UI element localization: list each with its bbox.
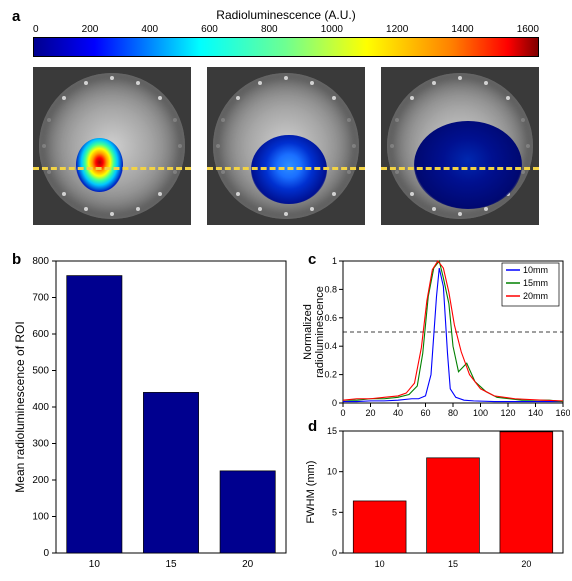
- svg-text:1: 1: [332, 256, 337, 266]
- svg-text:15: 15: [448, 559, 458, 569]
- svg-text:700: 700: [32, 293, 49, 304]
- svg-text:0: 0: [43, 548, 49, 559]
- line-chart-c: 0 20 40 60 80 100 120 140 160 0 0.2 0.4 0.6 0.8 1 Norma…: [298, 253, 570, 423]
- colorbar-ticks: 0 200 400 600 800 1000 1200 1400 1600: [8, 24, 564, 35]
- colorbar: [33, 37, 539, 57]
- svg-text:0.4: 0.4: [324, 341, 337, 351]
- svg-text:0.2: 0.2: [324, 370, 337, 380]
- colorbar-tick: 800: [261, 24, 278, 35]
- colorbar-tick: 400: [141, 24, 158, 35]
- svg-text:Mean radioluminescence of ROI: Mean radioluminescence of ROI: [13, 321, 27, 492]
- panel-a: a Radioluminescence (A.U.) 0 200 400 600 800…: [8, 8, 564, 253]
- svg-text:10: 10: [89, 559, 101, 570]
- bar: [500, 432, 553, 553]
- colorbar-tick: 600: [201, 24, 218, 35]
- profile-line: [207, 167, 365, 170]
- colorbar-tick: 1600: [517, 24, 539, 35]
- svg-text:800: 800: [32, 256, 49, 267]
- bar: [220, 471, 275, 553]
- colorbar-tick: 1400: [451, 24, 473, 35]
- svg-text:20: 20: [521, 559, 531, 569]
- svg-text:100: 100: [473, 408, 488, 418]
- figure: a Radioluminescence (A.U.) 0200400600800…: [8, 8, 564, 573]
- svg-text:120: 120: [500, 408, 515, 418]
- bar: [353, 501, 406, 553]
- colorbar-title: Radioluminescence (A.U.): [8, 8, 564, 22]
- colorbar-tick: 0: [33, 24, 39, 35]
- svg-text:radioluminescence: radioluminescence: [314, 286, 326, 378]
- luminescence-blob: [414, 121, 521, 209]
- svg-text:100: 100: [32, 512, 49, 523]
- svg-text:160: 160: [555, 408, 570, 418]
- colorbar-tick: 200: [82, 24, 99, 35]
- svg-text:20mm: 20mm: [523, 291, 548, 301]
- svg-text:15mm: 15mm: [523, 278, 548, 288]
- bar: [143, 392, 198, 553]
- svg-text:500: 500: [32, 366, 49, 377]
- svg-text:10: 10: [375, 559, 385, 569]
- svg-text:20: 20: [365, 408, 375, 418]
- svg-text:80: 80: [448, 408, 458, 418]
- bar: [67, 276, 122, 553]
- profile-line: [33, 167, 191, 170]
- lower-panels: b c d 0100200300400500600700800101520Mea…: [8, 253, 564, 573]
- svg-text:140: 140: [528, 408, 543, 418]
- svg-text:15: 15: [165, 559, 177, 570]
- svg-text:20: 20: [242, 559, 254, 570]
- svg-text:15: 15: [327, 426, 337, 436]
- dish-row: [8, 67, 564, 225]
- svg-text:300: 300: [32, 439, 49, 450]
- svg-text:FWHM (mm): FWHM (mm): [305, 461, 317, 524]
- svg-text:10mm: 10mm: [523, 265, 548, 275]
- svg-text:200: 200: [32, 475, 49, 486]
- svg-text:0: 0: [340, 408, 345, 418]
- bar: [427, 458, 480, 553]
- svg-text:60: 60: [420, 408, 430, 418]
- svg-text:0.8: 0.8: [324, 284, 337, 294]
- luminescence-blob: [76, 138, 123, 192]
- svg-text:400: 400: [32, 402, 49, 413]
- svg-text:600: 600: [32, 329, 49, 340]
- colorbar-tick: 1200: [386, 24, 408, 35]
- colorbar-tick: 1000: [321, 24, 343, 35]
- dish-image: [381, 67, 539, 225]
- bar-chart-d: 0 5 10 15 10 15 20 FWHM (mm): [298, 423, 570, 573]
- svg-text:0: 0: [332, 548, 337, 558]
- svg-text:Normalized: Normalized: [302, 304, 314, 360]
- svg-text:0.6: 0.6: [324, 313, 337, 323]
- svg-text:0: 0: [332, 398, 337, 408]
- panel-a-label: a: [12, 8, 20, 25]
- svg-text:10: 10: [327, 467, 337, 477]
- svg-text:40: 40: [393, 408, 403, 418]
- svg-text:5: 5: [332, 507, 337, 517]
- bar-chart-b: 0 100 200 300 400 500 600 700 800 10 15 20 Mean radi…: [8, 253, 293, 573]
- dish-image: [207, 67, 365, 225]
- dish-image: [33, 67, 191, 225]
- profile-line: [381, 167, 539, 170]
